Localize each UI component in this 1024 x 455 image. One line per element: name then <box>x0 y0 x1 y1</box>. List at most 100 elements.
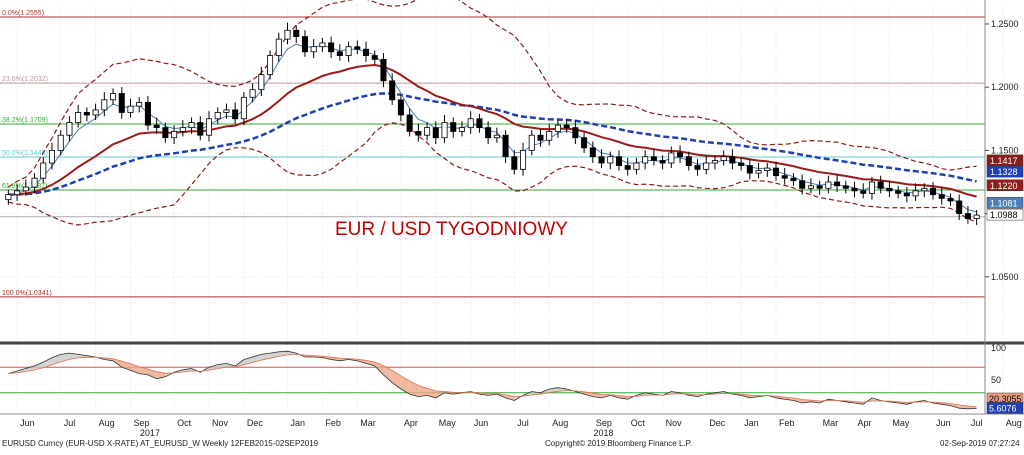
candle-body <box>223 109 230 113</box>
candle-body <box>738 162 745 166</box>
candle-body <box>851 187 858 192</box>
candle-body <box>144 101 151 126</box>
candle-body <box>807 185 814 189</box>
month-tick-label: Jun <box>474 418 489 428</box>
candle-body <box>685 156 692 166</box>
candle-body <box>188 122 195 129</box>
candle-body <box>694 165 701 170</box>
oscillator-fill <box>400 375 410 395</box>
candle-body <box>711 160 718 164</box>
candle-body <box>563 124 570 129</box>
timestamp-caption: 02-Sep-2019 07:27:24 <box>940 439 1020 448</box>
candle-body <box>520 149 527 170</box>
candle-body <box>293 29 300 38</box>
candle-body <box>301 36 308 53</box>
candle-body <box>179 127 186 132</box>
candle-body <box>956 200 963 214</box>
candle-body <box>895 190 902 194</box>
month-tick-label: May <box>439 418 457 428</box>
month-tick-label: Aug <box>99 418 115 428</box>
candle-body <box>615 156 623 166</box>
candle-body <box>842 185 849 189</box>
month-tick-label: Dec <box>709 418 726 428</box>
candle-body <box>947 198 954 202</box>
candle-body <box>432 127 439 139</box>
candle-body <box>92 109 99 116</box>
candle-body <box>83 112 90 116</box>
candle-body <box>249 89 256 98</box>
candle-body <box>886 187 893 192</box>
candle-body <box>258 74 265 91</box>
slow-moving-average <box>8 92 977 196</box>
month-tick-label: Jan <box>291 418 306 428</box>
candle-body <box>171 131 178 139</box>
price-badge <box>986 154 1024 167</box>
year-tick-label: 2017 <box>140 428 160 438</box>
oscillator-panel <box>0 350 985 410</box>
candle-body <box>127 105 134 113</box>
candle-body <box>607 156 614 164</box>
candle-body <box>162 127 169 139</box>
month-tick-label: Nov <box>212 418 229 428</box>
candle-body <box>572 127 579 139</box>
oscillator-tick-label: 50 <box>991 375 1001 385</box>
candle-body <box>659 160 666 164</box>
oscillator-fill <box>69 353 79 360</box>
fibonacci-levels: 0.0%(1.2555) 23.6%(1.2032) 38.2%(1.1709) 50… <box>0 10 985 298</box>
candle-body <box>598 156 605 164</box>
fib-level-label: 0.0%(1.2555) <box>2 10 44 17</box>
candle-body <box>772 167 780 177</box>
bollinger-bands <box>8 0 977 226</box>
month-tick-label: Oct <box>631 418 646 428</box>
candle-body <box>589 147 596 158</box>
price-tick-label: 1.1500 <box>991 145 1019 155</box>
fib-level-label: 100.0%(1.0341) <box>2 290 52 297</box>
candle-body <box>240 96 247 120</box>
candle-body <box>22 186 29 192</box>
candle-body <box>668 152 675 164</box>
month-tick-label: Feb <box>779 418 795 428</box>
moving-averages <box>8 43 977 213</box>
candle-body <box>5 194 12 201</box>
fib-level-label: 38.2%(1.1709) <box>2 117 48 124</box>
candle-body <box>642 156 649 164</box>
month-tick-label: Jun <box>936 418 951 428</box>
candle-body <box>136 101 143 107</box>
candle-body <box>816 185 823 189</box>
candle-body <box>362 48 370 56</box>
price-badge <box>986 179 1024 192</box>
candle-body <box>781 175 788 179</box>
month-tick-label: May <box>892 418 910 428</box>
candle-body <box>110 93 117 101</box>
candle-body <box>650 156 657 161</box>
candle-body <box>764 167 771 172</box>
fib-level-label: 50.0%(1.1448) <box>2 150 48 157</box>
month-tick-label: Jul <box>64 418 76 428</box>
month-tick-label: Aug <box>1006 418 1022 428</box>
candle-body <box>153 124 160 129</box>
candle-body <box>232 109 239 120</box>
candle-body <box>834 181 841 187</box>
candle-body <box>485 127 492 139</box>
candle-body <box>799 180 806 189</box>
candle-body <box>930 187 937 196</box>
candle-body <box>825 181 832 189</box>
oscillator-badge-label: 20.3055 <box>989 394 1022 404</box>
candle-body <box>424 127 431 136</box>
candle-body <box>75 112 82 123</box>
candle-body <box>467 118 474 129</box>
fast-moving-average <box>8 43 977 213</box>
month-tick-label: Sep <box>596 418 612 428</box>
candle-body <box>476 118 483 129</box>
candle-body <box>371 55 378 60</box>
candle-body <box>938 194 945 199</box>
candle-body <box>267 55 274 75</box>
candle-body <box>581 137 588 149</box>
month-tick-label: Feb <box>325 418 341 428</box>
oscillator-tick-label: 100 <box>991 343 1006 353</box>
mid-moving-average <box>8 63 977 198</box>
candle-body <box>964 213 971 220</box>
oscillator-badge-label: 5.6076 <box>989 403 1017 413</box>
candle-body <box>214 112 221 120</box>
